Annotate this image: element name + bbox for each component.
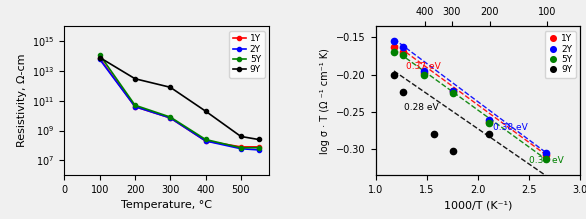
5Y	[400, 53, 407, 56]
5Y	[543, 157, 550, 160]
9Y	[96, 56, 103, 59]
Line: 2Y: 2Y	[98, 57, 261, 152]
5Y	[420, 73, 427, 76]
1Y	[167, 117, 174, 119]
X-axis label: Temperature, °C: Temperature, °C	[121, 200, 212, 210]
9Y	[255, 138, 262, 141]
Y-axis label: log σ · T (Ω ⁻¹ cm⁻¹ K): log σ · T (Ω ⁻¹ cm⁻¹ K)	[321, 48, 331, 154]
2Y	[390, 40, 397, 42]
1Y	[131, 105, 138, 108]
5Y	[237, 147, 244, 149]
Line: 9Y: 9Y	[391, 72, 492, 154]
5Y	[390, 51, 397, 54]
Legend: 1Y, 2Y, 5Y, 9Y: 1Y, 2Y, 5Y, 9Y	[544, 31, 575, 78]
2Y	[255, 148, 262, 151]
X-axis label: 1000/T (K⁻¹): 1000/T (K⁻¹)	[444, 200, 512, 210]
9Y	[430, 133, 437, 136]
9Y	[237, 135, 244, 138]
1Y	[96, 57, 103, 60]
Line: 2Y: 2Y	[391, 38, 550, 156]
Line: 5Y: 5Y	[391, 49, 550, 162]
Text: 0.37 eV: 0.37 eV	[406, 62, 441, 71]
Text: 0.28 eV: 0.28 eV	[404, 103, 439, 112]
2Y	[543, 152, 550, 154]
Line: 9Y: 9Y	[98, 55, 261, 141]
Text: 0.38 eV: 0.38 eV	[493, 123, 528, 132]
5Y	[202, 138, 209, 141]
2Y	[400, 46, 407, 48]
5Y	[96, 54, 103, 56]
1Y	[202, 140, 209, 142]
1Y	[400, 51, 407, 54]
5Y	[449, 92, 456, 95]
5Y	[255, 147, 262, 149]
Line: 1Y: 1Y	[391, 44, 550, 158]
1Y	[390, 46, 397, 48]
2Y	[486, 119, 493, 121]
1Y	[543, 154, 550, 156]
9Y	[390, 73, 397, 76]
Line: 5Y: 5Y	[98, 53, 261, 150]
Legend: 1Y, 2Y, 5Y, 9Y: 1Y, 2Y, 5Y, 9Y	[229, 31, 265, 78]
2Y	[202, 140, 209, 142]
9Y	[486, 133, 493, 136]
1Y	[420, 72, 427, 74]
Y-axis label: Resistivity, Ω-cm: Resistivity, Ω-cm	[16, 54, 26, 147]
9Y	[202, 110, 209, 113]
1Y	[449, 90, 456, 92]
1Y	[237, 146, 244, 148]
9Y	[400, 90, 407, 93]
2Y	[420, 70, 427, 72]
Text: 0.38 eV: 0.38 eV	[529, 155, 564, 164]
5Y	[167, 116, 174, 118]
2Y	[449, 90, 456, 92]
2Y	[167, 117, 174, 119]
Line: 1Y: 1Y	[98, 56, 261, 149]
1Y	[486, 120, 493, 123]
5Y	[486, 122, 493, 124]
2Y	[96, 58, 103, 61]
9Y	[131, 78, 138, 80]
9Y	[449, 149, 456, 152]
2Y	[131, 105, 138, 108]
1Y	[255, 146, 262, 148]
9Y	[167, 86, 174, 89]
2Y	[237, 147, 244, 150]
5Y	[131, 104, 138, 106]
